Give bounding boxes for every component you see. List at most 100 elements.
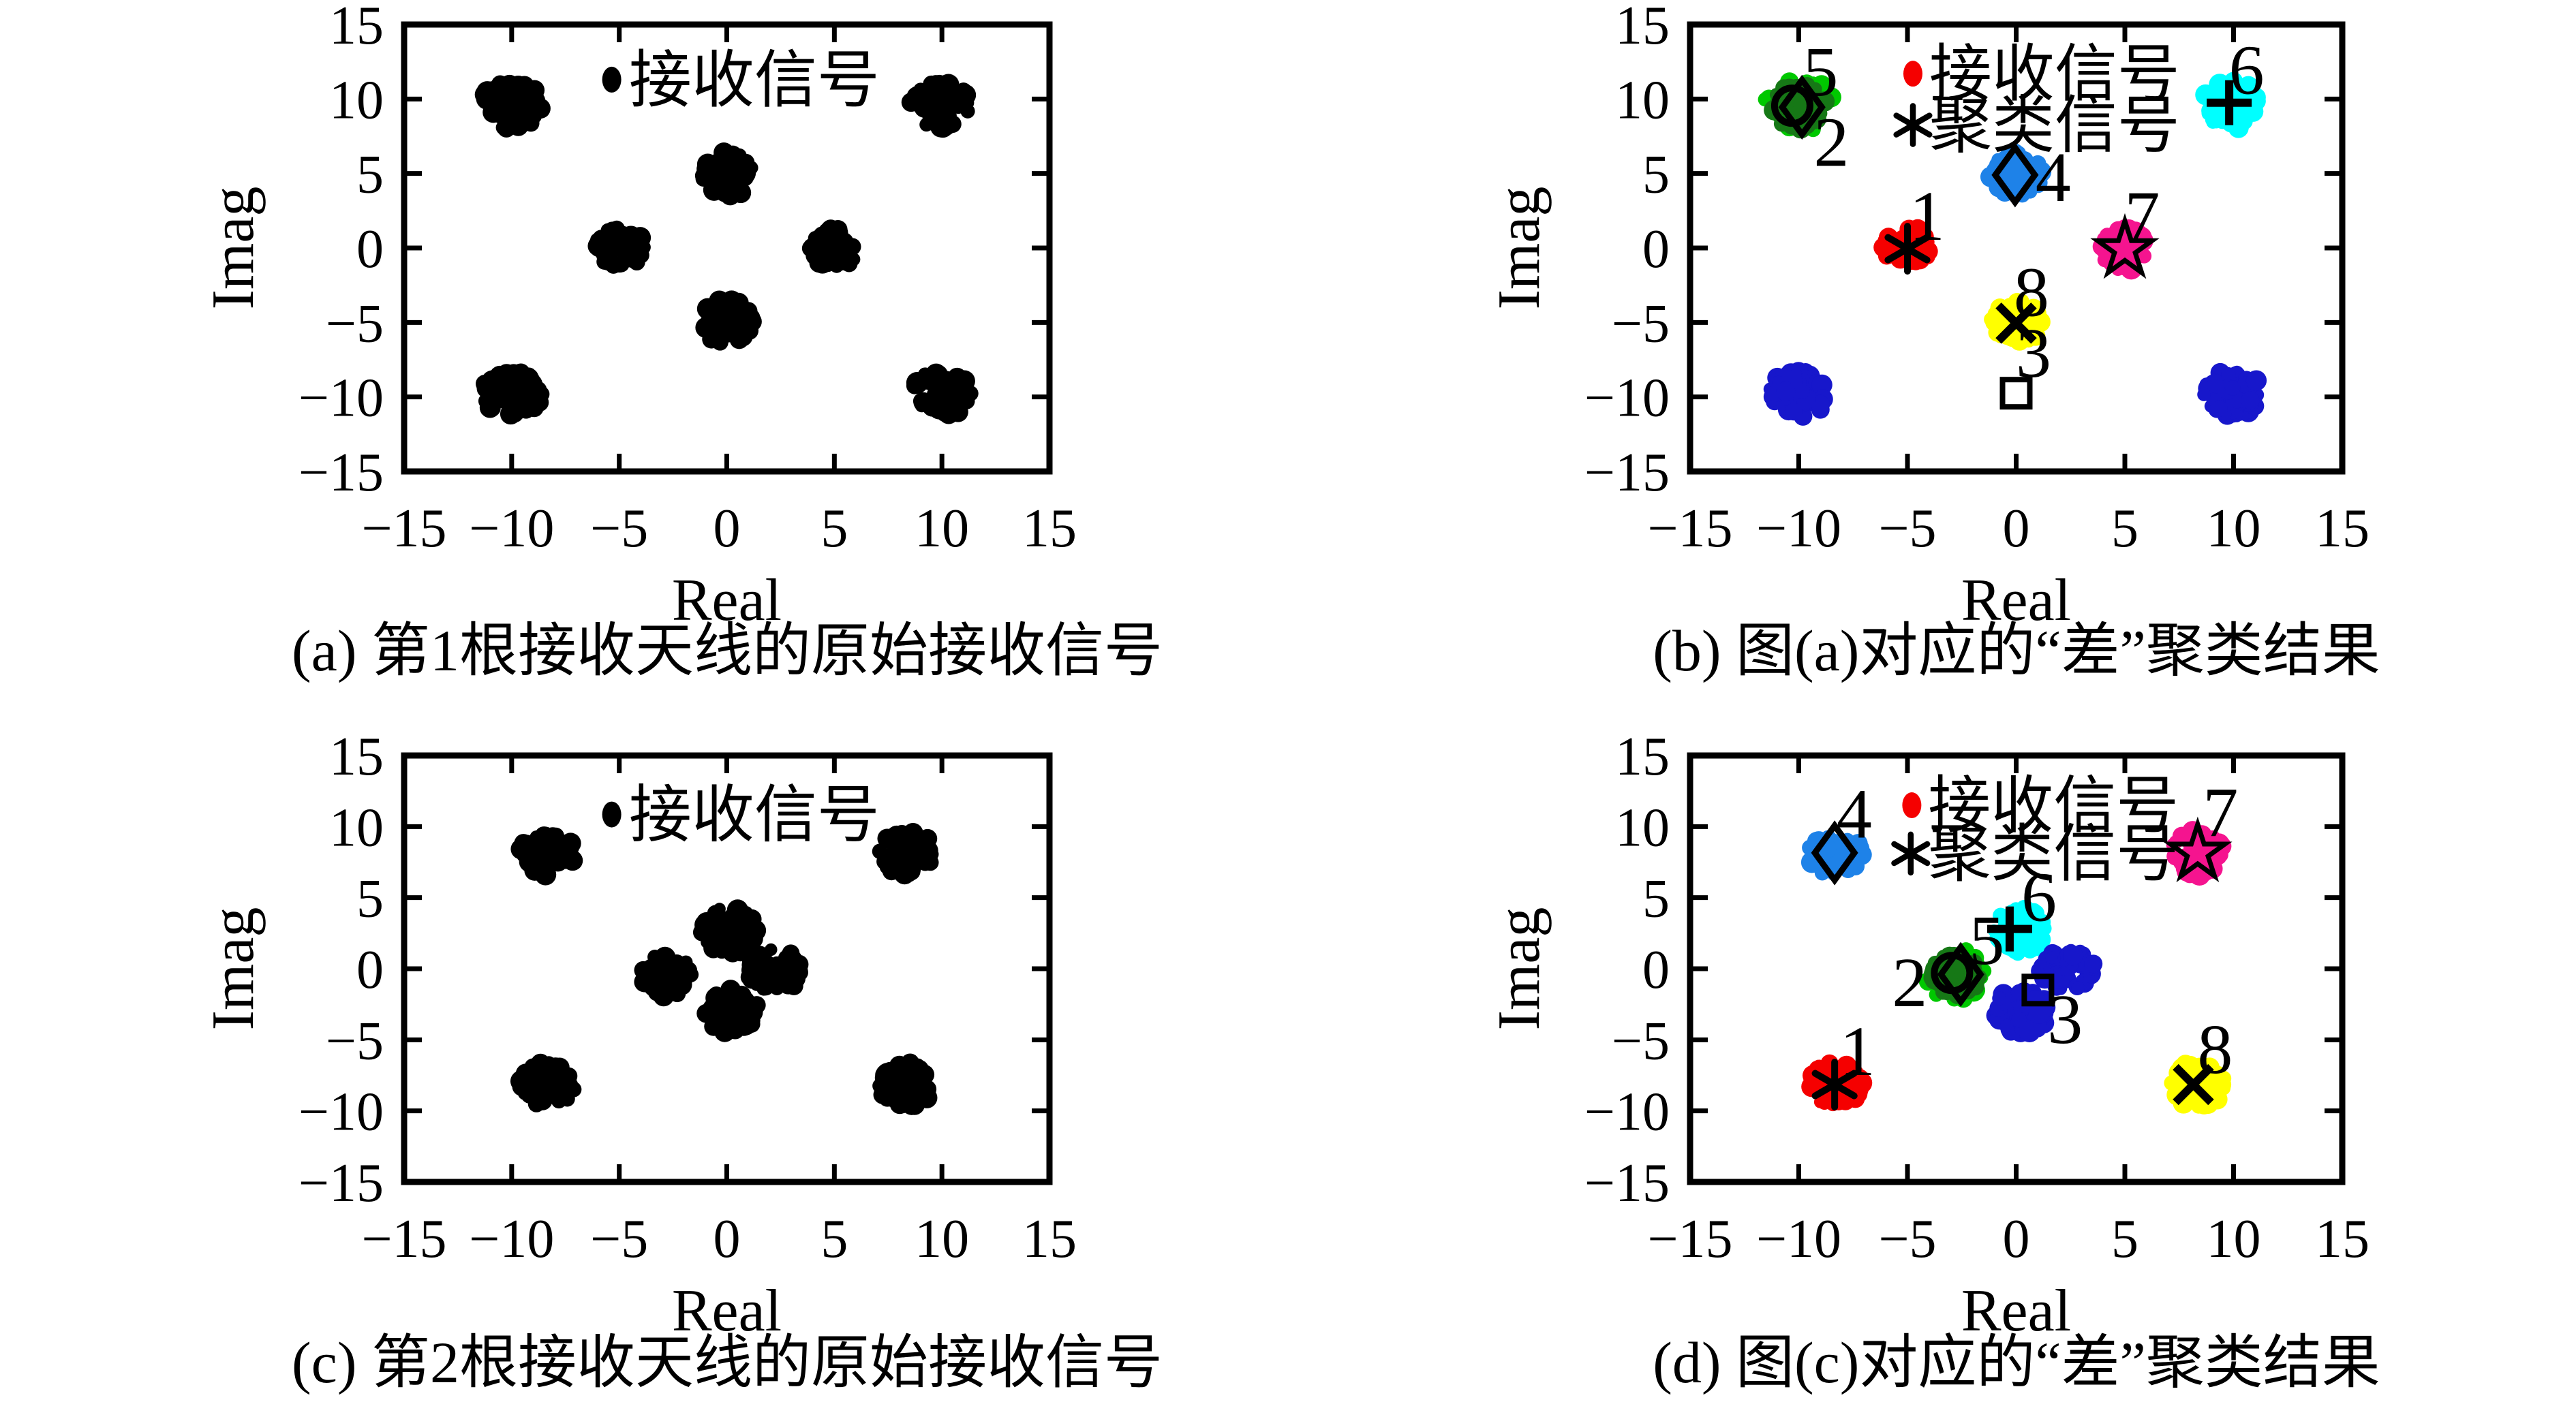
centroid-marker-cross: [1995, 302, 2037, 344]
cluster-dot: [818, 223, 835, 238]
y-tick-label: −15: [298, 1153, 384, 1213]
cluster-dot: [555, 1077, 569, 1091]
legend-entry: 聚类信号: [1893, 91, 2180, 161]
cluster-dot: [2071, 981, 2085, 995]
cluster-dot: [893, 850, 908, 864]
x-tick-label: −5: [1878, 1209, 1936, 1269]
x-tick-label: 10: [915, 1209, 969, 1269]
cluster-dot: [634, 961, 652, 980]
y-tick-label: 10: [1615, 70, 1670, 130]
cluster-dot: [2238, 76, 2259, 97]
legend-entry: 接收信号: [1902, 771, 2179, 841]
cluster-number-label: 8: [2014, 253, 2049, 331]
centroid-marker-asterisk: [1893, 103, 1933, 147]
cluster-dot: [725, 1012, 739, 1026]
legend-label: 接收信号: [629, 46, 880, 115]
cluster-dot: [2045, 951, 2058, 965]
x-tick-label: 0: [2003, 1209, 2030, 1269]
x-tick-label: 0: [714, 499, 741, 559]
y-tick-label: −10: [298, 1082, 384, 1142]
centroid-marker-square: [1999, 377, 2033, 410]
cluster-dot: [1811, 374, 1833, 396]
cluster-blob: [510, 826, 583, 886]
cluster-dot: [2057, 975, 2070, 988]
cluster-dot: [738, 909, 758, 929]
legend-label: 接收信号: [1929, 40, 2180, 109]
cluster-dot: [2215, 1080, 2231, 1096]
cluster-number-label: 2: [1892, 944, 1927, 1022]
cluster-number-label: 7: [2203, 773, 2238, 852]
y-tick-label: 15: [1615, 0, 1670, 56]
x-tick-label: −5: [590, 499, 648, 559]
cluster-dot: [2026, 904, 2045, 923]
cluster-dot: [898, 835, 913, 850]
y-tick-label: 5: [1642, 145, 1670, 205]
y-tick-label: 10: [329, 70, 384, 130]
cluster-dot: [715, 1020, 730, 1035]
cluster-blob: [694, 142, 758, 206]
cluster-number-label: 6: [2229, 31, 2265, 110]
cluster-dot: [588, 234, 609, 255]
cluster-dot: [741, 311, 762, 332]
cluster-dot: [527, 1086, 541, 1100]
cluster-dot: [1832, 853, 1845, 867]
cluster-dot: [2197, 388, 2211, 401]
y-tick-label: −10: [1584, 369, 1670, 429]
cluster-dot: [720, 189, 733, 202]
cluster-dot: [820, 236, 835, 251]
x-axis-label: Real: [1961, 1278, 2071, 1344]
centroid-marker-diamond: [1991, 142, 2039, 208]
cluster-number-label: 6: [2021, 858, 2057, 937]
cluster-blob: [901, 74, 977, 138]
cluster-dot: [2011, 1012, 2027, 1028]
cluster-dot: [521, 367, 537, 384]
x-tick-label: 10: [915, 499, 969, 559]
cluster-dot: [605, 258, 622, 274]
x-tick-label: 0: [714, 1209, 741, 1269]
x-tick-label: −10: [1756, 499, 1841, 559]
cluster-number-label: 8: [2197, 1010, 2233, 1089]
cluster-dot: [482, 95, 502, 115]
x-tick-label: 0: [2003, 499, 2030, 559]
cluster-dot: [482, 379, 503, 400]
legend-dot-icon: [602, 66, 622, 93]
cluster-dot: [1776, 381, 1796, 401]
cluster-dot: [1806, 1075, 1820, 1089]
cluster-dot: [703, 178, 725, 201]
cluster-blob: [740, 943, 809, 996]
y-tick-label: −5: [1612, 294, 1670, 354]
legend-label: 聚类信号: [1928, 820, 2179, 889]
cluster-dot: [1784, 403, 1803, 421]
subplot-c: −15 −10 −5 0 5 10 15 15 10 5 0 −5 −10 −15 Real Imag 接收信号: [200, 727, 1077, 1344]
cluster-dot: [536, 826, 555, 845]
cluster-blob: [1986, 982, 2056, 1042]
cluster-blob: [476, 363, 550, 425]
x-tick-label: 5: [821, 1209, 848, 1269]
cluster-dot: [912, 830, 927, 846]
centroid-marker-asterisk: [1811, 1059, 1858, 1111]
legend-entry: 接收信号: [602, 781, 880, 850]
cluster-number-label: 2: [1813, 104, 1849, 182]
cluster-dot: [697, 918, 712, 932]
legend-dot-icon: [1902, 792, 1922, 819]
cluster-dot: [722, 993, 739, 1010]
cluster-dot: [2021, 941, 2039, 959]
axes-box: [401, 21, 1053, 475]
y-tick-label: 0: [1642, 219, 1670, 279]
caption-c: (c) 第2根接收天线的原始接收信号: [292, 1330, 1163, 1395]
cluster-dot: [909, 1087, 924, 1102]
y-tick-label: −10: [1584, 1082, 1670, 1142]
y-tick-label: −15: [1584, 1153, 1670, 1213]
cluster-dot: [2211, 400, 2228, 418]
y-tick-label: 0: [1642, 940, 1670, 1000]
y-axis-label: Imag: [200, 907, 266, 1031]
centroid-marker-diamond: [1778, 74, 1826, 140]
cluster-dot: [530, 98, 551, 119]
centroid-marker-star: [2163, 816, 2233, 883]
cluster-blob: [692, 899, 767, 963]
cluster-blob: [2197, 362, 2267, 425]
x-tick-label: 5: [2111, 1209, 2138, 1269]
cluster-number-label: 3: [2016, 314, 2051, 392]
